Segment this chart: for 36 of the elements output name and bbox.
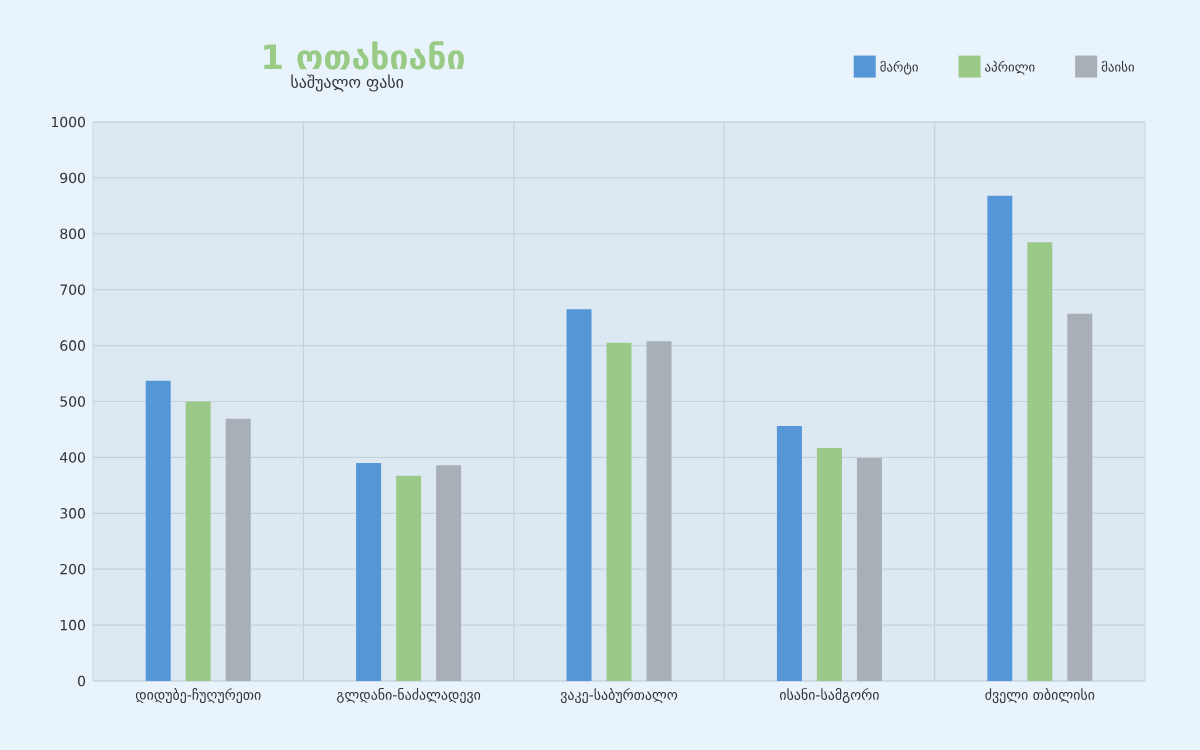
y-tick-label: 800: [60, 228, 86, 240]
legend-label: მაისი: [1101, 60, 1135, 72]
y-tick-label: 300: [60, 508, 86, 519]
bar: [776, 426, 802, 681]
y-tick-label: 700: [60, 284, 86, 295]
bar: [606, 342, 632, 681]
y-tick-label: 400: [60, 452, 86, 463]
bar: [816, 447, 842, 681]
chart-title: 1 ოთახიანი: [264, 41, 464, 70]
bar: [356, 462, 382, 681]
y-tick-label: 200: [60, 563, 86, 575]
bar: [145, 380, 171, 681]
bar: [1067, 313, 1093, 681]
x-tick-label: ვაკე-საბურთალო: [560, 688, 678, 703]
legend-label: აპრილი: [985, 60, 1035, 75]
x-tick-label: გლდანი-ნაძალადევი: [336, 688, 481, 703]
x-tick-label: დიდუბე-ჩუღურეთი: [135, 688, 261, 703]
y-tick-label: 600: [60, 340, 86, 351]
y-tick-label: 1000: [52, 116, 86, 128]
y-tick-label: 100: [60, 619, 86, 631]
x-tick-label: ისანი-სამგორი: [780, 688, 879, 703]
legend-label: მარტი: [880, 60, 918, 75]
x-tick-label: ძველი თბილისი: [985, 688, 1095, 703]
bar: [396, 475, 422, 681]
bar: [856, 457, 882, 681]
bar: [185, 401, 211, 681]
bar: [225, 418, 251, 681]
y-tick-label: 500: [60, 396, 86, 407]
chart-subtitle: საშუალო ფასი: [291, 74, 404, 92]
y-tick-label: 0: [78, 675, 86, 687]
bar: [646, 341, 672, 681]
bar: [436, 465, 462, 681]
bar: [1027, 242, 1053, 681]
bar: [987, 195, 1013, 681]
y-tick-label: 900: [60, 172, 86, 184]
bar: [566, 309, 592, 681]
